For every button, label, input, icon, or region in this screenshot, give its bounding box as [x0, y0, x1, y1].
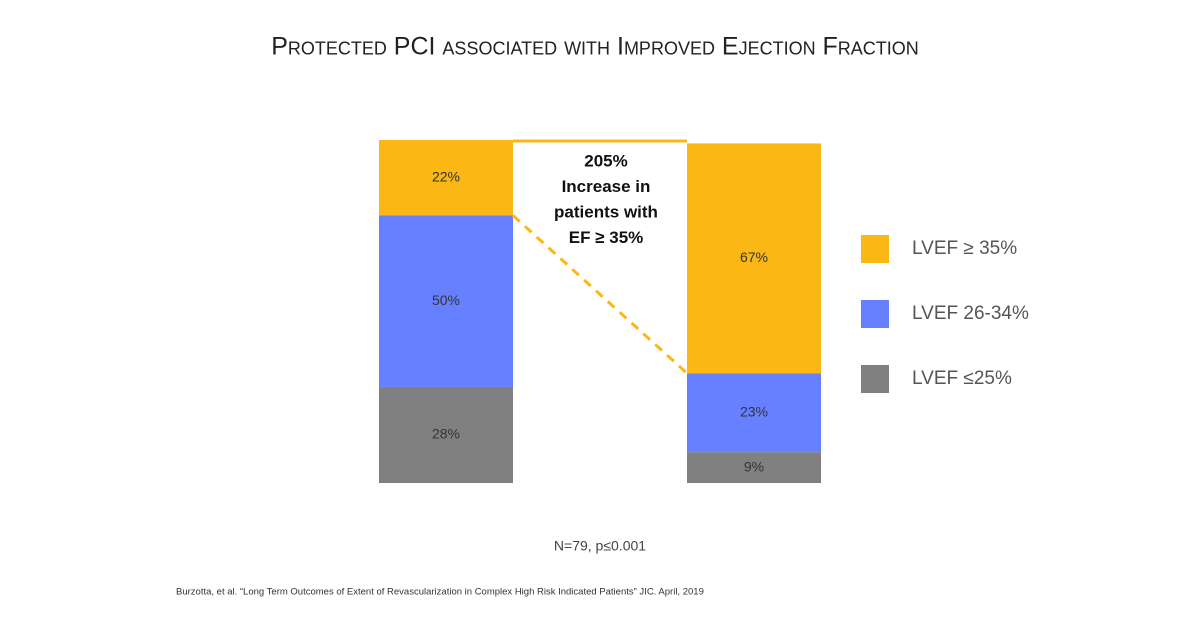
bar-segment [379, 215, 513, 387]
value-label: 67% [740, 249, 768, 265]
value-label: 28% [432, 426, 460, 442]
bar-segment [687, 143, 821, 374]
bar-segment [379, 386, 513, 483]
chart-title: Protected PCI associated with Improved E… [271, 33, 919, 61]
connector-dashed [511, 214, 689, 375]
citation: Burzotta, et al. “Long Term Outcomes of … [176, 587, 704, 598]
legend-label: LVEF 26-34% [912, 303, 1029, 324]
annotation: patients with [554, 202, 658, 221]
bar-segment [687, 373, 821, 453]
bar-segment [379, 140, 513, 216]
annotation: EF ≥ 35% [569, 228, 644, 247]
value-label: 23% [740, 403, 768, 419]
legend-label: LVEF ≥ 35% [912, 238, 1017, 259]
bar-segment [687, 452, 821, 483]
legend-swatch [861, 300, 889, 328]
annotation: 205% [584, 151, 627, 170]
legend-swatch [861, 365, 889, 393]
value-label: 9% [744, 458, 764, 474]
value-label: 50% [432, 292, 460, 308]
note: N=79, p≤0.001 [554, 538, 646, 554]
legend-label: LVEF ≤25% [912, 368, 1012, 389]
legend-swatch [861, 235, 889, 263]
value-label: 22% [432, 168, 460, 184]
annotation: Increase in [562, 177, 651, 196]
